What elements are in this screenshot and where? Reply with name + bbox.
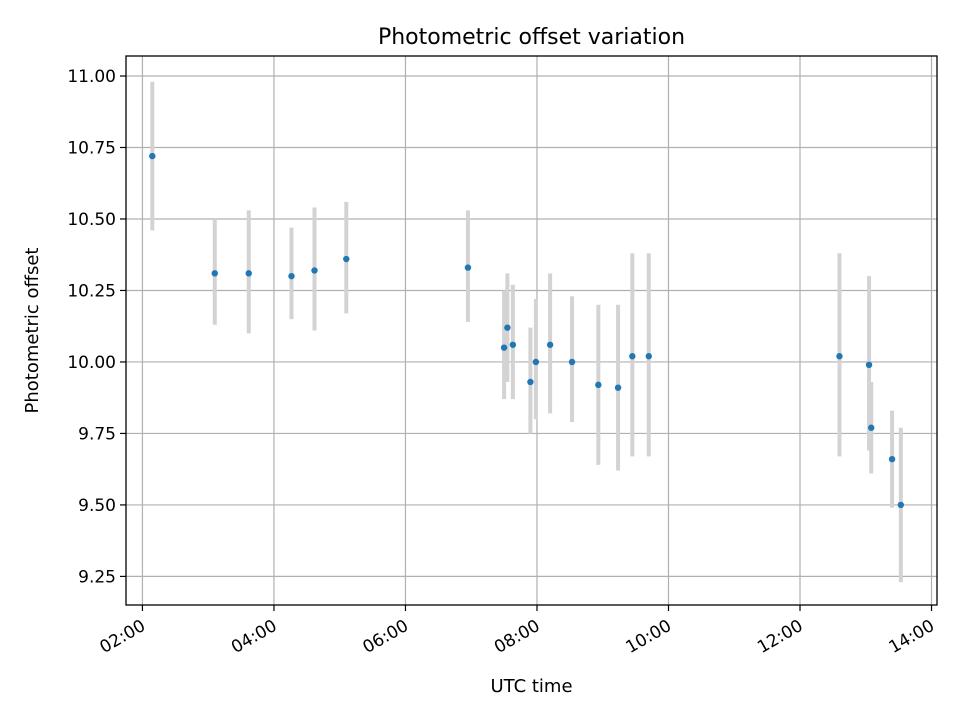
x-axis-label: UTC time	[490, 676, 572, 697]
data-point	[527, 378, 534, 386]
data-point	[464, 264, 472, 271]
data-points	[149, 152, 905, 509]
y-tick-label: 10.75	[67, 139, 116, 159]
data-point	[897, 501, 905, 509]
y-tick-label: 9.50	[78, 496, 116, 516]
data-point	[532, 358, 540, 366]
data-point	[504, 324, 511, 331]
data-point	[865, 361, 873, 369]
data-point	[509, 341, 517, 348]
plot-frame	[125, 55, 938, 606]
y-tick-label: 10.00	[67, 353, 116, 373]
data-point	[500, 344, 508, 351]
y-tick-label: 11.00	[67, 67, 116, 87]
data-point	[211, 270, 218, 277]
data-point	[149, 152, 156, 160]
y-axis-ticks: 9.25 9.50 9.75 10.00 10.25 10.50 10.75 11.00	[67, 67, 126, 587]
data-point	[288, 272, 295, 280]
data-point	[568, 358, 576, 366]
y-axis-label: Photometric offset	[22, 248, 43, 414]
y-tick-label: 10.50	[67, 210, 116, 230]
data-point	[836, 353, 843, 360]
data-point	[645, 353, 652, 360]
data-point	[343, 255, 350, 263]
data-point	[868, 424, 875, 431]
data-point	[245, 270, 252, 277]
y-tick-label: 10.25	[67, 281, 116, 301]
data-point	[595, 381, 602, 389]
data-point	[311, 267, 318, 274]
data-point	[888, 455, 896, 463]
data-point	[629, 353, 636, 360]
y-tick-label: 9.25	[78, 567, 116, 587]
y-tick-label: 9.75	[78, 424, 116, 444]
chart-title: Photometric offset variation	[378, 25, 685, 50]
data-point	[546, 341, 554, 348]
data-point	[614, 384, 622, 391]
